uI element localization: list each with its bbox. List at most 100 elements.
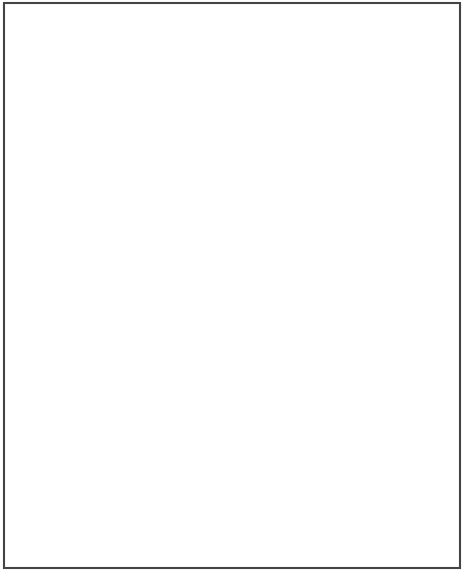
Text: 3.5: 3.5: [297, 266, 311, 275]
Text: Equilibrium: Equilibrium: [252, 79, 302, 89]
Text: Asset Class: Asset Class: [8, 131, 59, 140]
Text: Annualized: Annualized: [399, 79, 447, 89]
Text: 3.9: 3.9: [297, 237, 311, 246]
Text: 2.7: 2.7: [442, 340, 456, 349]
Text: (1): (1): [271, 112, 283, 121]
Text: 0.6: 0.6: [442, 237, 456, 246]
Bar: [4, 160, 459, 175]
Text: (3): (3): [117, 369, 128, 378]
Text: 9.1: 9.1: [442, 207, 456, 216]
Text: US Stocks: US Stocks: [7, 192, 52, 202]
Text: Emg Mkt Stocks: Emg Mkt Stocks: [7, 148, 79, 157]
Text: Premia %: Premia %: [402, 101, 444, 110]
Text: Implied: Implied: [335, 69, 367, 78]
Text: (annualized %, ranked by unadjusted risk premia forecasts): (annualized %, ranked by unadjusted risk…: [89, 29, 374, 38]
Text: 0.6: 0.6: [297, 325, 311, 335]
Text: 5.0: 5.0: [442, 296, 456, 305]
Text: (3) market-value-weighted sum of data for individual asset classes: (3) market-value-weighted sum of data fo…: [8, 449, 296, 459]
Text: 2.9: 2.9: [370, 296, 384, 305]
Text: Global Market Index: Global Market Index: [7, 371, 118, 380]
Text: Adjusted: Adjusted: [332, 58, 370, 67]
Bar: [4, 248, 459, 263]
Text: Trailing: Trailing: [407, 58, 439, 67]
Text: Risk: Risk: [414, 90, 432, 99]
Text: 8.2: 8.2: [297, 178, 311, 187]
Text: Commodities (broad): Commodities (broad): [7, 251, 102, 260]
Bar: [4, 392, 459, 409]
Text: (3): (3): [155, 394, 165, 403]
Bar: [4, 175, 459, 190]
Text: 0.1: 0.1: [442, 311, 456, 320]
Text: Global Market Index: July 2020: Global Market Index: July 2020: [7, 396, 175, 405]
Bar: [4, 3, 459, 52]
Bar: [4, 352, 459, 367]
Bar: [4, 323, 459, 337]
Text: US High Yield Bonds: US High Yield Bonds: [7, 296, 98, 305]
Text: 6.2: 6.2: [297, 207, 311, 216]
Bar: [4, 337, 459, 352]
Text: 7.0: 7.0: [439, 396, 456, 405]
Text: Foreign Devlp'd Mkt Gov't Bonds: Foreign Devlp'd Mkt Gov't Bonds: [7, 311, 155, 320]
Text: 4.8: 4.8: [370, 207, 384, 216]
Text: 14.5: 14.5: [436, 192, 456, 202]
Text: Risk Premia: Risk Premia: [325, 90, 376, 99]
Bar: [4, 367, 459, 384]
Text: 1.5: 1.5: [442, 281, 456, 290]
Text: 0.6: 0.6: [370, 325, 384, 335]
Text: 7.3: 7.3: [297, 192, 311, 202]
Text: 7.6: 7.6: [439, 371, 456, 380]
Text: 9.0: 9.0: [297, 163, 311, 172]
Text: 3.2: 3.2: [297, 281, 311, 290]
Bar: [4, 204, 459, 219]
Text: 5.0: 5.0: [442, 163, 456, 172]
Text: US TIPS: US TIPS: [7, 325, 41, 335]
Text: Foreign REITs/Real Estate: Foreign REITs/Real Estate: [7, 163, 120, 172]
Bar: [4, 308, 459, 323]
Text: Forecasts %: Forecasts %: [325, 101, 377, 110]
Text: Risk Premia: Risk Premia: [251, 90, 302, 99]
Text: Implied: Implied: [261, 69, 293, 78]
Text: 5.9: 5.9: [297, 222, 311, 231]
Text: 3.2: 3.2: [442, 266, 456, 275]
Bar: [4, 384, 459, 392]
Text: CapitalSpectator.com: CapitalSpectator.com: [8, 467, 104, 476]
Bar: [4, 145, 459, 160]
Bar: [4, 263, 459, 278]
Text: 3.0: 3.0: [442, 222, 456, 231]
Text: 0.2: 0.2: [297, 340, 311, 349]
Text: Expected vs. Trailing Risk Premia: June 2021: Expected vs. Trailing Risk Premia: June …: [75, 10, 388, 23]
Text: Foreign Invest-Grade Corp Bonds: Foreign Invest-Grade Corp Bonds: [7, 281, 156, 290]
Text: 6.0: 6.0: [294, 371, 311, 380]
Text: 3.1: 3.1: [297, 296, 311, 305]
Text: 5.5: 5.5: [370, 222, 384, 231]
Text: Forecasts %: Forecasts %: [250, 101, 303, 110]
Text: Foreign High Yield Bonds: Foreign High Yield Bonds: [7, 222, 119, 231]
Text: 0.2: 0.2: [370, 340, 384, 349]
Text: medium-term (36-month) mean reversion factors.: medium-term (36-month) mean reversion fa…: [8, 438, 234, 447]
Text: 7.0: 7.0: [370, 178, 384, 187]
Text: 2.9: 2.9: [370, 251, 384, 260]
Text: Emg Mkt Gov't Bonds: Emg Mkt Gov't Bonds: [7, 237, 104, 246]
Text: 3.7: 3.7: [370, 237, 384, 246]
Text: Foreign Stocks Devlp'd Mkts: Foreign Stocks Devlp'd Mkts: [7, 178, 134, 187]
Bar: [4, 278, 459, 293]
Text: Foreign Gov't Inflation-Linked Bonds: Foreign Gov't Inflation-Linked Bonds: [7, 266, 171, 275]
Text: 4.5: 4.5: [367, 396, 384, 405]
Bar: [4, 190, 459, 204]
Text: (2) adjustment based on short-term (10-month) momentum and: (2) adjustment based on short-term (10-m…: [8, 427, 286, 436]
Text: 5.5: 5.5: [442, 178, 456, 187]
Text: US Invest-Grade Bonds: US Invest-Grade Bonds: [7, 340, 112, 349]
Bar: [4, 219, 459, 234]
Text: 5.0: 5.0: [367, 371, 384, 380]
Text: 4.8: 4.8: [294, 396, 311, 405]
Bar: [4, 234, 459, 248]
Text: 3.0: 3.0: [442, 148, 456, 157]
Bar: [4, 293, 459, 308]
Text: 8.3: 8.3: [370, 163, 384, 172]
Text: 9.3: 9.3: [297, 148, 311, 157]
Text: (1): (1): [417, 112, 429, 121]
Text: 10-yr: 10-yr: [412, 69, 434, 78]
Text: 8.4: 8.4: [370, 148, 384, 157]
Text: 1.7: 1.7: [297, 311, 311, 320]
Text: 3.5: 3.5: [297, 251, 311, 260]
